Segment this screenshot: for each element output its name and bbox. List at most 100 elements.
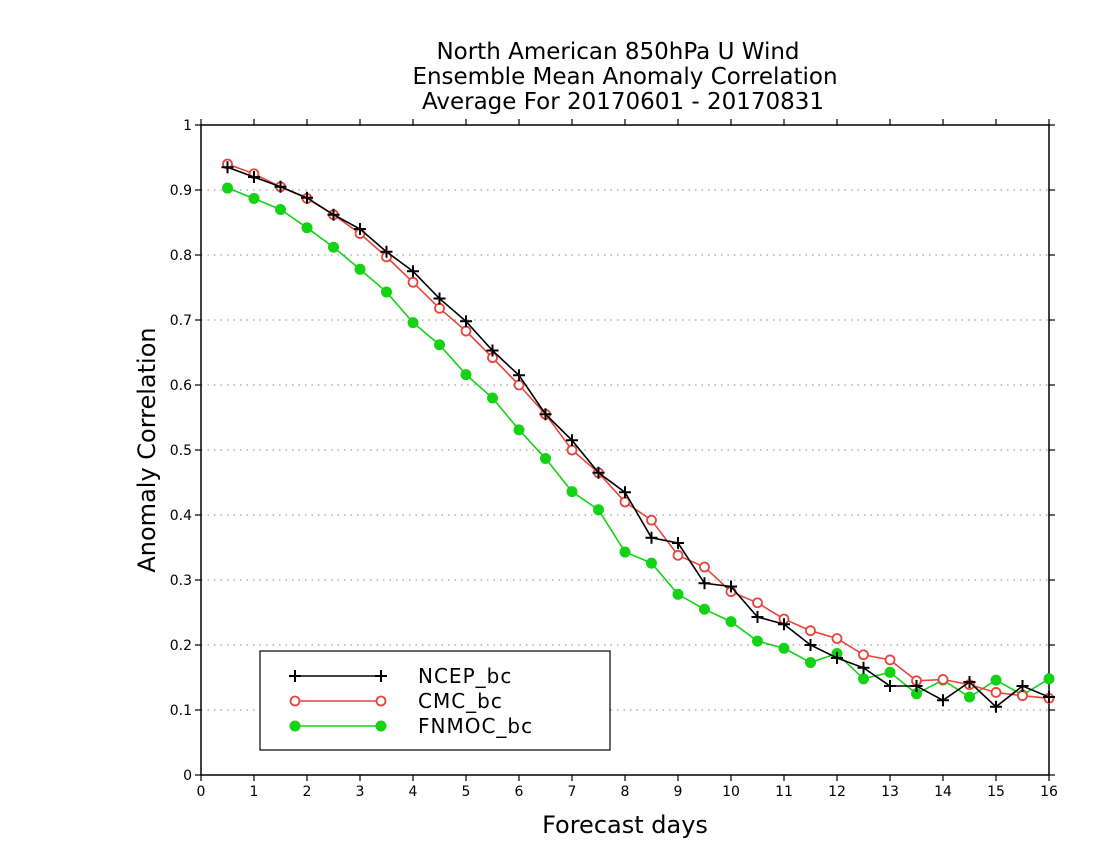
- data-point-fnmoc-bc: [540, 452, 551, 464]
- data-point-ncep-bc: [301, 191, 313, 204]
- grid-lines: [201, 189, 1049, 711]
- series-cmc-bc: [222, 158, 1055, 704]
- data-point-ncep-bc: [1043, 691, 1055, 703]
- x-tick-label: 16: [1040, 784, 1058, 800]
- data-point-fnmoc-bc: [619, 546, 631, 558]
- data-point-fnmoc-bc: [646, 557, 657, 569]
- y-tick-label: 0.8: [170, 248, 192, 264]
- data-point-cmc-bc: [513, 379, 525, 391]
- y-tick-label: 1: [183, 118, 192, 134]
- data-point-fnmoc-bc: [805, 657, 816, 669]
- data-point-cmc-bc: [646, 514, 657, 526]
- x-tick-label: 12: [828, 784, 846, 800]
- data-point-fnmoc-bc: [593, 504, 604, 516]
- data-point-fnmoc-bc: [884, 666, 896, 678]
- y-tick-label: 0.7: [170, 313, 192, 329]
- data-point-fnmoc-bc: [381, 286, 392, 298]
- chart-title-line-1: North American 850hPa U Wind: [436, 39, 799, 65]
- x-tick-label: 5: [462, 784, 471, 800]
- data-point-ncep-bc: [592, 466, 605, 479]
- data-point-cmc-bc: [407, 276, 419, 288]
- x-tick-label: 13: [881, 784, 899, 800]
- data-point-ncep-bc: [778, 618, 790, 631]
- data-point-ncep-bc: [354, 223, 366, 235]
- x-tick-label: 6: [515, 784, 524, 800]
- legend-item-fnmoc-bc: FNMOC_bc: [289, 714, 532, 738]
- data-point-fnmoc-bc: [699, 603, 710, 615]
- legend-label: NCEP_bc: [418, 664, 512, 688]
- data-point-fnmoc-bc: [354, 263, 366, 275]
- legend-marker: [289, 670, 301, 682]
- data-point-fnmoc-bc: [990, 674, 1002, 686]
- data-point-ncep-bc: [804, 639, 817, 651]
- y-tick-label: 0.6: [170, 378, 192, 394]
- data-point-ncep-bc: [937, 694, 949, 707]
- legend-marker: [375, 695, 387, 707]
- data-point-cmc-bc: [831, 633, 843, 644]
- x-tick-label: 10: [722, 784, 740, 800]
- data-point-fnmoc-bc: [672, 588, 684, 600]
- legend-item-cmc-bc: CMC_bc: [289, 689, 502, 713]
- data-point-fnmoc-bc: [248, 192, 260, 204]
- x-tick-label: 3: [356, 784, 365, 800]
- data-point-cmc-bc: [937, 674, 949, 685]
- data-point-ncep-bc: [990, 700, 1002, 713]
- data-point-ncep-bc: [327, 208, 340, 221]
- data-point-ncep-bc: [857, 661, 870, 674]
- data-point-fnmoc-bc: [1043, 673, 1055, 685]
- y-tick-label: 0.5: [170, 443, 192, 459]
- data-point-cmc-bc: [672, 549, 684, 561]
- x-axis-label: Forecast days: [542, 811, 708, 839]
- data-point-ncep-bc: [274, 180, 287, 193]
- x-tick-label: 11: [775, 784, 793, 800]
- data-point-ncep-bc: [884, 679, 896, 692]
- data-point-fnmoc-bc: [434, 339, 445, 351]
- y-axis-label: Anomaly Correlation: [133, 327, 161, 572]
- data-point-fnmoc-bc: [566, 486, 578, 498]
- y-tick-label: 0.3: [170, 573, 192, 589]
- data-point-ncep-bc: [831, 652, 843, 664]
- data-point-cmc-bc: [752, 597, 763, 609]
- x-tick-label: 1: [250, 784, 259, 800]
- data-point-ncep-bc: [407, 265, 419, 278]
- data-point-fnmoc-bc: [460, 369, 472, 381]
- legend-marker: [375, 720, 387, 732]
- data-point-fnmoc-bc: [513, 424, 525, 436]
- x-tick-label: 2: [303, 784, 312, 800]
- series-line-cmc-bc: [227, 163, 1050, 700]
- legend-item-ncep-bc: NCEP_bc: [289, 664, 512, 688]
- series-line-ncep-bc: [227, 166, 1050, 708]
- data-series: [221, 158, 1055, 713]
- data-point-fnmoc-bc: [222, 182, 233, 194]
- data-point-fnmoc-bc: [964, 691, 975, 703]
- chart-title: North American 850hPa U Wind Ensemble Me…: [412, 39, 837, 115]
- data-point-ncep-bc: [645, 531, 658, 544]
- series-ncep-bc: [221, 161, 1055, 713]
- y-tick-label: 0: [183, 768, 192, 784]
- data-point-cmc-bc: [990, 687, 1002, 698]
- x-tick-label: 4: [409, 784, 418, 800]
- data-point-ncep-bc: [698, 577, 711, 590]
- y-tick-label: 0.1: [170, 703, 192, 719]
- y-tick-label: 0.2: [170, 638, 192, 654]
- x-tick-label: 8: [621, 784, 630, 800]
- axis-ticks: 00.10.20.30.40.50.60.70.80.910 1 2 3 4 5 6 7 8 9 1…: [170, 118, 1058, 800]
- x-tick-label: 0: [197, 784, 206, 800]
- data-point-cmc-bc: [884, 654, 896, 666]
- data-point-fnmoc-bc: [752, 635, 763, 647]
- data-point-ncep-bc: [963, 676, 976, 689]
- legend-marker: [289, 720, 301, 732]
- data-point-fnmoc-bc: [407, 317, 419, 329]
- series-fnmoc-bc: [222, 182, 1055, 703]
- data-point-cmc-bc: [566, 444, 578, 456]
- data-point-ncep-bc: [221, 161, 234, 174]
- data-point-ncep-bc: [513, 369, 525, 382]
- data-point-ncep-bc: [433, 292, 446, 305]
- x-tick-label: 9: [674, 784, 683, 800]
- data-point-cmc-bc: [858, 649, 869, 661]
- data-point-cmc-bc: [1017, 690, 1028, 702]
- data-point-ncep-bc: [1016, 679, 1029, 692]
- data-point-fnmoc-bc: [487, 392, 498, 404]
- data-point-ncep-bc: [751, 611, 764, 624]
- data-point-fnmoc-bc: [275, 204, 286, 215]
